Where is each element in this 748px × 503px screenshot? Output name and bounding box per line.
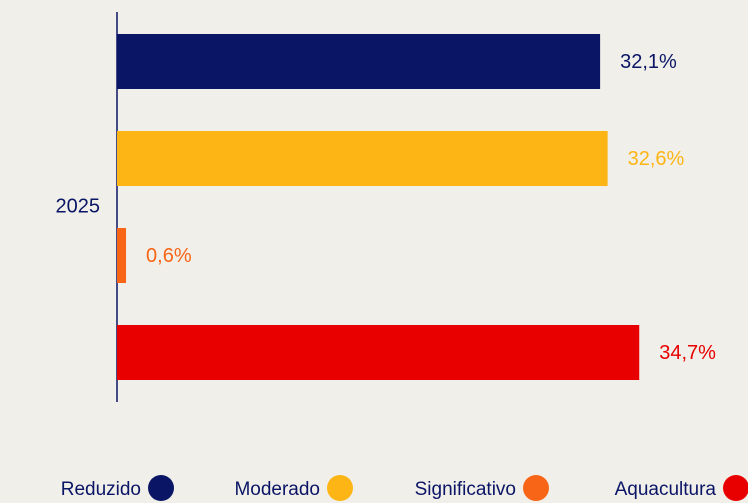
- legend-swatch: [723, 475, 748, 501]
- value-label: 32,6%: [628, 148, 685, 170]
- legend-label: Significativo: [415, 479, 516, 500]
- value-label: 34,7%: [659, 342, 716, 364]
- bar: [117, 34, 601, 89]
- bar: [117, 325, 640, 380]
- legend-label: Reduzido: [61, 479, 141, 500]
- legend-label: Aquacultura: [615, 479, 717, 500]
- bar: [117, 228, 127, 283]
- legend-label: Moderado: [234, 479, 320, 500]
- legend-swatch: [327, 475, 353, 501]
- category-label: 2025: [56, 195, 101, 217]
- bar: [117, 131, 608, 186]
- legend-swatch: [523, 475, 549, 501]
- value-label: 32,1%: [620, 51, 677, 73]
- value-label: 0,6%: [146, 245, 192, 267]
- legend-swatch: [148, 475, 174, 501]
